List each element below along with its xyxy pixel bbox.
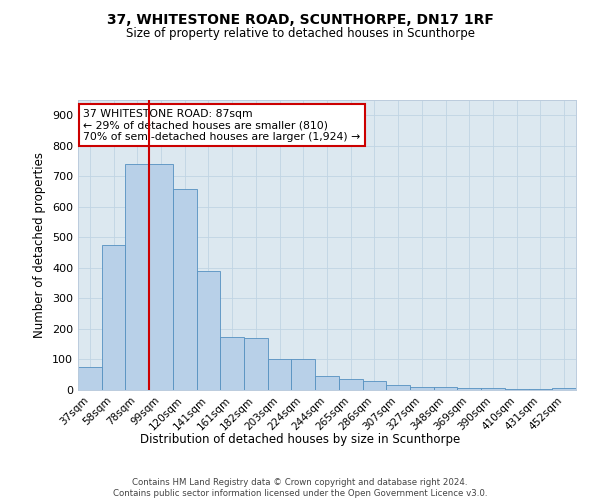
Bar (434, 387, 457, 390)
Bar (197, 271, 220, 390)
Bar (173, 188, 197, 390)
Bar (339, 380, 362, 390)
Bar (552, 388, 576, 390)
Text: 37 WHITESTONE ROAD: 87sqm
← 29% of detached houses are smaller (810)
70% of semi: 37 WHITESTONE ROAD: 87sqm ← 29% of detac… (83, 108, 360, 142)
Text: Size of property relative to detached houses in Scunthorpe: Size of property relative to detached ho… (125, 28, 475, 40)
Bar (386, 386, 410, 390)
Bar (149, 164, 173, 390)
Bar (244, 338, 268, 390)
Bar (102, 245, 125, 390)
Bar (292, 360, 315, 390)
Bar (78, 367, 102, 390)
Bar (505, 389, 529, 390)
Bar (220, 336, 244, 390)
Text: Distribution of detached houses by size in Scunthorpe: Distribution of detached houses by size … (140, 432, 460, 446)
Text: Contains HM Land Registry data © Crown copyright and database right 2024.
Contai: Contains HM Land Registry data © Crown c… (113, 478, 487, 498)
Bar (457, 388, 481, 390)
Bar (362, 381, 386, 390)
Bar (268, 360, 292, 390)
Y-axis label: Number of detached properties: Number of detached properties (34, 152, 46, 338)
Bar (481, 388, 505, 390)
Bar (125, 164, 149, 390)
Bar (410, 387, 434, 390)
Text: 37, WHITESTONE ROAD, SCUNTHORPE, DN17 1RF: 37, WHITESTONE ROAD, SCUNTHORPE, DN17 1R… (107, 12, 493, 26)
Bar (315, 376, 339, 390)
